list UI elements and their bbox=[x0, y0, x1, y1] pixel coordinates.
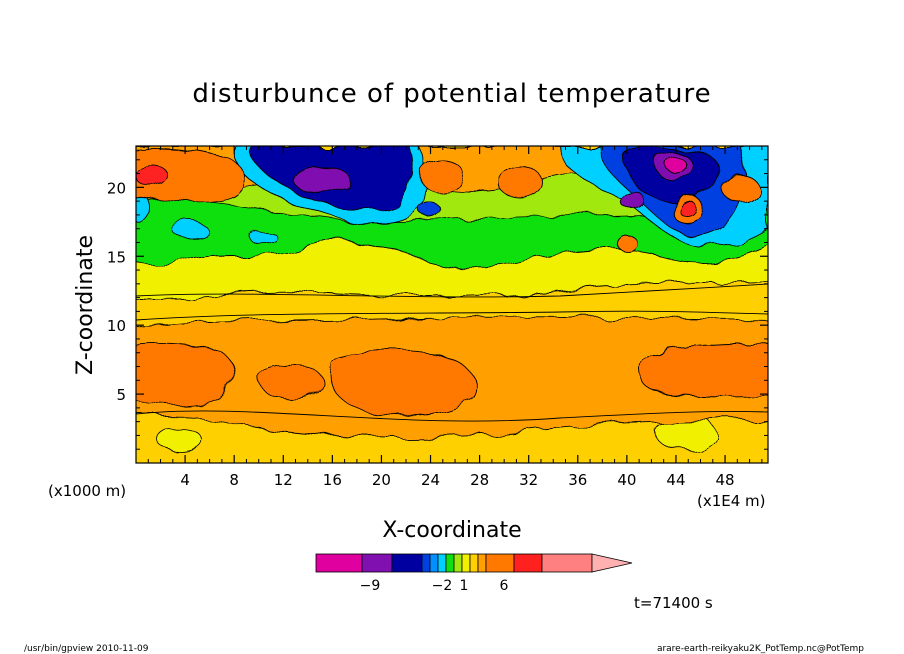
colorbar-cell bbox=[513, 553, 543, 573]
y-tick-label-20: 20 bbox=[107, 179, 126, 197]
colorbar-cell bbox=[469, 553, 479, 573]
x-tick-label-32: 32 bbox=[519, 471, 538, 489]
x-tick-label-4: 4 bbox=[180, 471, 190, 489]
colorbar-labels: −9 −2 1 6 bbox=[360, 578, 509, 594]
plot-frame bbox=[135, 145, 769, 464]
colorbar-cell bbox=[477, 553, 487, 573]
field-cold-mid-left bbox=[419, 201, 441, 219]
colorbar-cell bbox=[315, 553, 363, 573]
field-cold-pool-right-core bbox=[665, 156, 687, 174]
colorbar-tick-label: 6 bbox=[500, 578, 509, 594]
y-axis-label: Z-coordinate bbox=[73, 235, 98, 375]
x-tick-label-12: 12 bbox=[274, 471, 293, 489]
field-warm-orange-mid-a bbox=[419, 159, 465, 193]
field-cold-pool-center bbox=[293, 165, 351, 195]
field-warm-core-left bbox=[136, 342, 234, 407]
field-cold-cyan-b bbox=[247, 229, 277, 243]
x-unit-label: (x1E4 m) bbox=[697, 492, 766, 510]
field-low-yellow-left bbox=[157, 427, 203, 453]
field-cold-small-right bbox=[619, 190, 645, 210]
x-tick-label-8: 8 bbox=[229, 471, 239, 489]
x-axis-label: X-coordinate bbox=[382, 518, 521, 543]
colorbar-cell bbox=[453, 553, 463, 573]
colorbar-cell bbox=[445, 553, 455, 573]
field-warm-orange-right bbox=[721, 173, 759, 203]
axis-ticks bbox=[136, 146, 768, 463]
colorbar-cell bbox=[437, 553, 447, 573]
contour-line-mid bbox=[136, 310, 768, 321]
colorbar-tick-label: −2 bbox=[432, 578, 453, 594]
x-tick-label-20: 20 bbox=[372, 471, 391, 489]
y-unit-label: (x1000 m) bbox=[48, 482, 126, 500]
colorbar-cell bbox=[485, 553, 515, 573]
plot-area bbox=[136, 146, 768, 463]
colorbar-cell bbox=[391, 553, 423, 573]
x-tick-label-16: 16 bbox=[323, 471, 342, 489]
time-label: t=71400 s bbox=[634, 594, 713, 612]
footer-left: /usr/bin/gpview 2010-11-09 bbox=[24, 644, 149, 654]
x-tick-label-48: 48 bbox=[716, 471, 735, 489]
colorbar bbox=[315, 553, 633, 573]
field-cold-cyan-a bbox=[171, 222, 209, 238]
colorbar-arrow bbox=[591, 553, 633, 573]
colorbar-cell bbox=[541, 553, 593, 573]
footer-right: arare-earth-reikyaku2K_PotTemp.nc@PotTem… bbox=[657, 644, 864, 654]
colorbar-cell bbox=[361, 553, 393, 573]
x-tick-label-44: 44 bbox=[666, 471, 685, 489]
colorbar-tick-label: 1 bbox=[460, 578, 469, 594]
field-warm-spot-left bbox=[136, 164, 169, 188]
contour-line-upper bbox=[136, 283, 768, 298]
field-warm-orange-r2 bbox=[617, 235, 639, 253]
x-tick-label-28: 28 bbox=[470, 471, 489, 489]
field-warm-upper-left bbox=[136, 148, 246, 204]
field-warm-core-center bbox=[327, 350, 477, 417]
colorbar-cell bbox=[461, 553, 471, 573]
y-tick-label-15: 15 bbox=[107, 248, 126, 266]
chart-title: disturbunce of potential temperature bbox=[192, 79, 711, 109]
x-tick-label-24: 24 bbox=[421, 471, 440, 489]
colorbar-cell bbox=[421, 553, 431, 573]
colorbar-cell bbox=[429, 553, 439, 573]
x-tick-label-36: 36 bbox=[568, 471, 587, 489]
colorbar-tick-label: −9 bbox=[360, 578, 381, 594]
y-tick-label-10: 10 bbox=[107, 317, 126, 335]
y-tick-label-5: 5 bbox=[116, 386, 126, 404]
x-tick-label-40: 40 bbox=[617, 471, 636, 489]
field-warm-spot-right bbox=[678, 200, 698, 218]
field-warm-core-right bbox=[636, 343, 768, 398]
field-warm-core-center-west bbox=[258, 363, 323, 400]
contour-line-lower bbox=[136, 410, 768, 422]
field-warm-orange-mid-b bbox=[497, 165, 543, 199]
